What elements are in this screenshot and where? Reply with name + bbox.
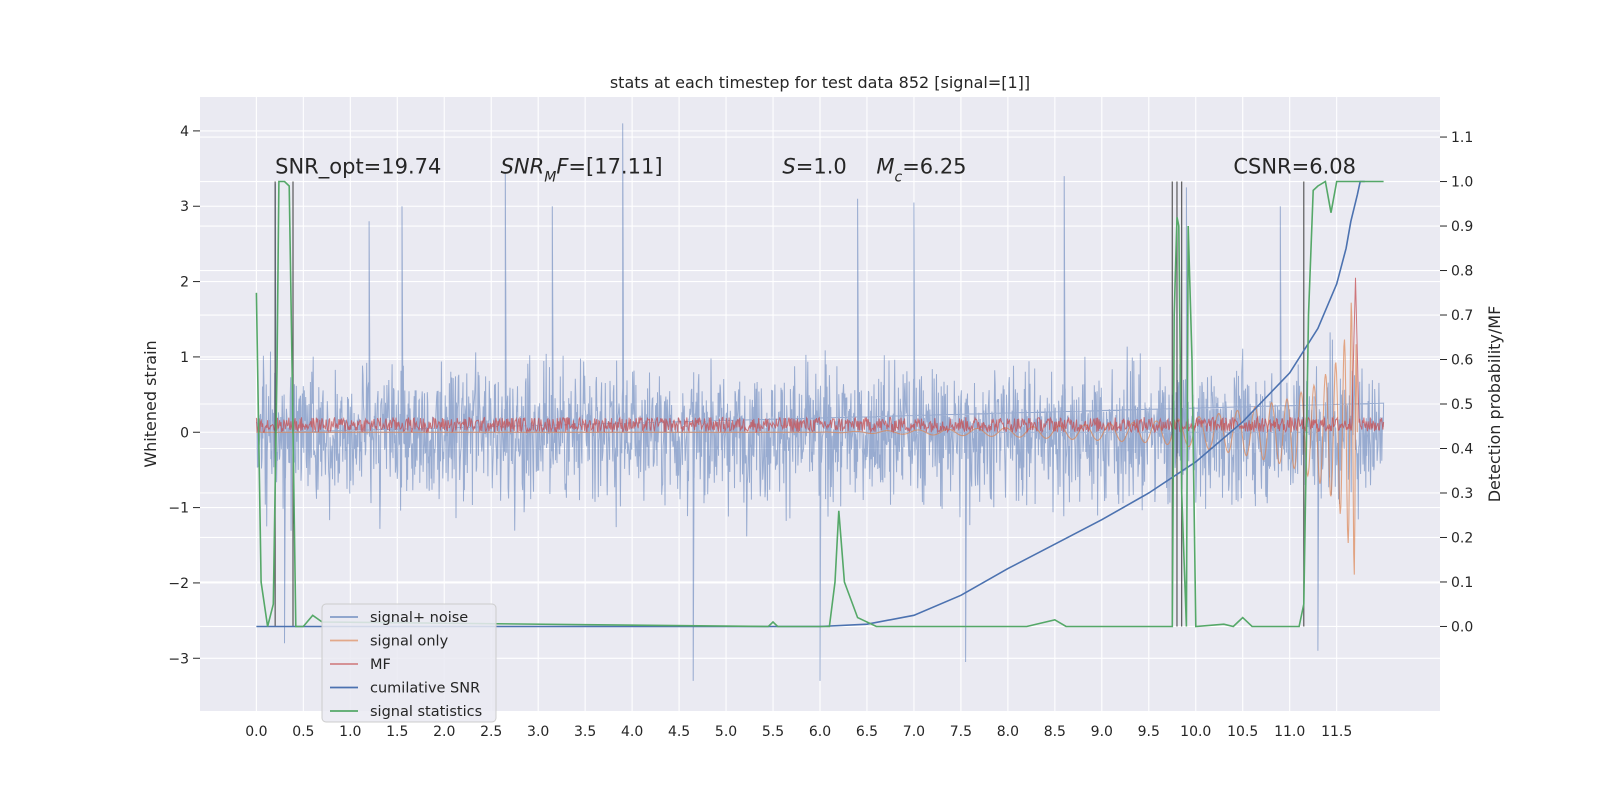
x-tick-label: 5.5 xyxy=(762,724,784,740)
x-tick-label: 8.0 xyxy=(997,724,1019,740)
x-tick-label: 7.0 xyxy=(903,724,925,740)
x-tick-label: 10.0 xyxy=(1180,724,1211,740)
x-tick-label: 9.0 xyxy=(1091,724,1113,740)
chart-title: stats at each timestep for test data 852… xyxy=(610,73,1030,92)
legend-box xyxy=(321,603,497,723)
y-tick-label-right: 0.7 xyxy=(1451,308,1473,324)
x-tick-label: 1.5 xyxy=(386,724,408,740)
y-tick-label-right: 0.3 xyxy=(1451,486,1473,502)
y-tick-label-right: 1.1 xyxy=(1451,130,1473,146)
annotation-4: CSNR=6.08 xyxy=(1233,155,1356,179)
y-tick-label-left: −3 xyxy=(168,651,189,667)
x-tick-label: 3.5 xyxy=(574,724,596,740)
y-axis-label-left: Whitened strain xyxy=(141,340,160,467)
x-tick-label: 1.0 xyxy=(339,724,361,740)
x-tick-label: 2.0 xyxy=(433,724,455,740)
y-tick-label-left: 2 xyxy=(180,275,189,291)
y-tick-label-right: 0.5 xyxy=(1451,397,1473,413)
grid xyxy=(200,97,1440,711)
y-tick-label-left: −2 xyxy=(168,576,189,592)
y-tick-label-right: 0.6 xyxy=(1451,353,1473,369)
legend-label: cumilative SNR xyxy=(370,681,480,697)
axes-ticks: 0.0 0.5 1.0 1.5 2.0 2.5 3.0 3.5 4.0 4.5 5.0 5.5 6.0 6… xyxy=(168,124,1473,740)
x-tick-label: 4.5 xyxy=(668,724,690,740)
series-signal-noise xyxy=(255,123,1385,681)
x-tick-label: 4.0 xyxy=(621,724,643,740)
legend: signal+ noise signal only MF cumilative SNR… xyxy=(321,603,497,723)
series-mf xyxy=(255,277,1385,435)
y-tick-label-right: 0.4 xyxy=(1451,441,1473,457)
legend-label: MF xyxy=(370,657,391,673)
x-tick-label: 6.0 xyxy=(809,724,831,740)
annotation-1: SNRMF=[17.11] xyxy=(501,155,663,186)
y-tick-label-left: 1 xyxy=(180,350,189,366)
y-tick-label-left: −1 xyxy=(168,501,189,517)
x-tick-label: 9.5 xyxy=(1138,724,1160,740)
legend-label: signal+ noise xyxy=(370,610,468,626)
y-tick-label-left: 3 xyxy=(180,199,189,215)
x-tick-label: 2.5 xyxy=(480,724,502,740)
legend-label: signal statistics xyxy=(370,704,482,720)
annotation-2: S=1.0 xyxy=(782,155,846,179)
series-signal-statistics xyxy=(255,180,1384,628)
series-cumulative-snr xyxy=(256,180,1365,628)
x-tick-label: 10.5 xyxy=(1227,724,1258,740)
y-tick-label-right: 0.2 xyxy=(1451,530,1473,546)
data-series xyxy=(255,123,1385,681)
annotations: SNR_opt=19.74 SNRMF=[17.11] S=1.0 Mc=6.25 CS… xyxy=(275,155,1356,186)
y-tick-label-right: 0.8 xyxy=(1451,264,1473,280)
x-tick-label: 6.5 xyxy=(856,724,878,740)
x-tick-label: 3.0 xyxy=(527,724,549,740)
annotation-0: SNR_opt=19.74 xyxy=(275,155,441,180)
x-tick-label: 5.0 xyxy=(715,724,737,740)
x-tick-label: 11.5 xyxy=(1321,724,1352,740)
y-axis-label-right: Detection probability/MF xyxy=(1485,306,1504,503)
x-tick-label: 0.5 xyxy=(292,724,314,740)
annotation-3: Mc=6.25 xyxy=(876,155,966,186)
x-tick-label: 8.5 xyxy=(1044,724,1066,740)
x-tick-label: 11.0 xyxy=(1274,724,1305,740)
legend-label: signal only xyxy=(370,634,449,650)
y-tick-label-right: 0.1 xyxy=(1451,575,1473,591)
y-tick-label-left: 4 xyxy=(180,124,189,140)
y-tick-label-right: 0.9 xyxy=(1451,219,1473,235)
y-tick-label-left: 0 xyxy=(180,425,189,441)
y-tick-label-right: 0.0 xyxy=(1451,619,1473,635)
x-tick-label: 7.5 xyxy=(950,724,972,740)
y-tick-label-right: 1.0 xyxy=(1451,175,1473,191)
x-tick-label: 0.0 xyxy=(245,724,267,740)
